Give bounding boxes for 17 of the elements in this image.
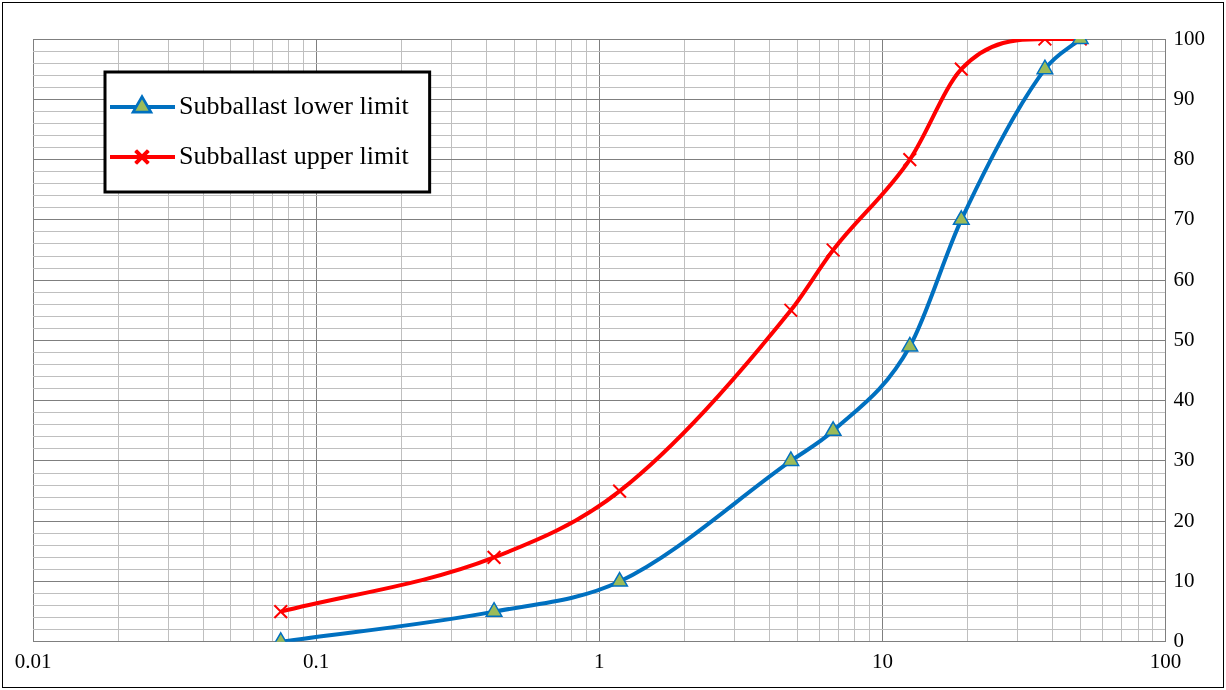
legend-label: Subballast upper limit <box>179 140 410 170</box>
y-tick-label: 30 <box>1173 447 1195 472</box>
legend-label: Subballast lower limit <box>179 90 410 120</box>
y-tick-label: 100 <box>1173 25 1205 50</box>
y-tick-label: 40 <box>1173 387 1195 412</box>
x-tick-label: 0.01 <box>14 648 52 673</box>
y-tick-label: 60 <box>1173 266 1195 291</box>
x-tick-label: 1 <box>594 648 605 673</box>
y-tick-label: 10 <box>1173 568 1195 593</box>
x-tick-label: 10 <box>871 648 893 673</box>
y-tick-label: 0 <box>1173 628 1184 653</box>
y-tick-label: 70 <box>1173 206 1195 231</box>
x-tick-label: 0.1 <box>303 648 330 673</box>
y-tick-label: 20 <box>1173 507 1195 532</box>
y-tick-label: 90 <box>1173 85 1195 110</box>
y-tick-label: 80 <box>1173 146 1195 171</box>
y-tick-label: 50 <box>1173 326 1195 351</box>
